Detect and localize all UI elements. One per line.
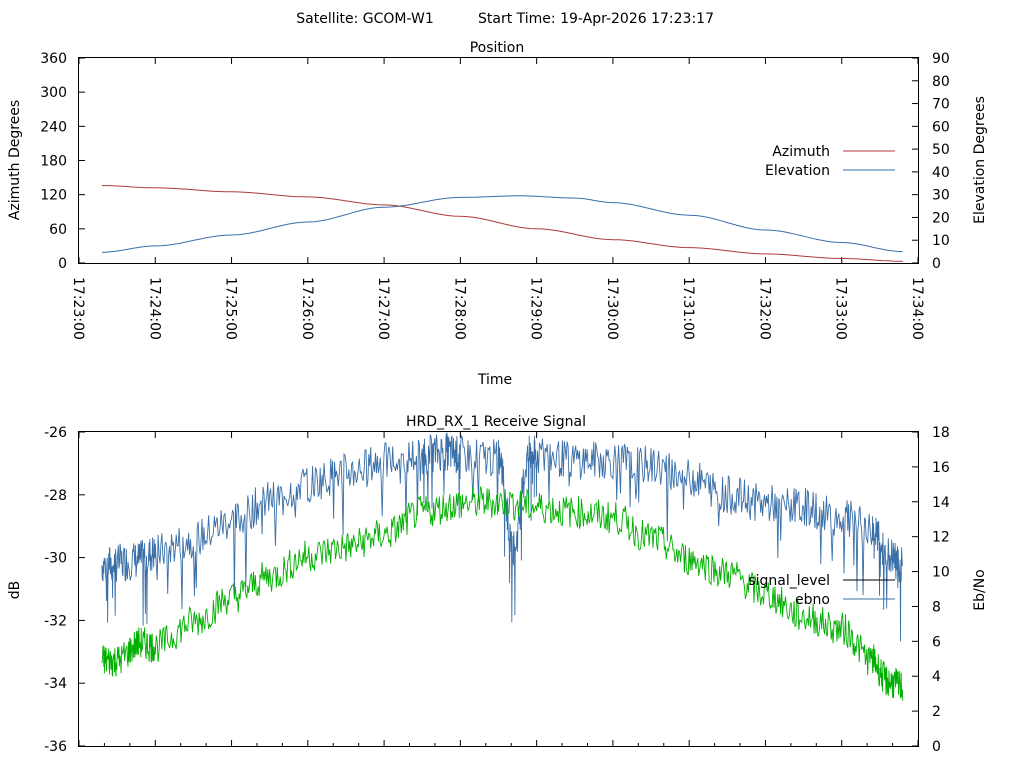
signal-x-axis xyxy=(78,432,919,746)
ebno-axis-tick-label: 6 xyxy=(932,634,941,650)
elevation-axis-tick-label: 80 xyxy=(932,74,950,90)
db-axis-tick-label: -32 xyxy=(44,613,67,629)
db-axis-tick-label: -36 xyxy=(44,739,67,755)
ebno-axis-tick-label: 18 xyxy=(932,425,950,441)
azimuth-axis-tick-label: 0 xyxy=(58,256,67,272)
legend-azimuth-label: Azimuth xyxy=(772,144,830,160)
start-time-label: Start Time: 19-Apr-2026 17:23:17 xyxy=(478,11,714,27)
elevation-axis-tick-label: 10 xyxy=(932,233,950,249)
elevation-axis-tick-label: 0 xyxy=(932,256,941,272)
time-tick-label: 17:28:00 xyxy=(451,277,467,340)
position-y2label: Elevation Degrees xyxy=(972,96,988,224)
position-xlabel: Time xyxy=(477,372,512,388)
azimuth-axis-tick-label: 180 xyxy=(40,154,67,170)
db-axis-tick-label: -28 xyxy=(44,488,67,504)
position-y2-axis: 0 10 20 30 40 50 60 70 80 90 xyxy=(912,51,950,272)
time-tick-label: 17:26:00 xyxy=(299,277,315,340)
elevation-axis-tick-label: 90 xyxy=(932,51,950,67)
ebno-axis-tick-label: 0 xyxy=(932,739,941,755)
ebno-axis-tick-label: 16 xyxy=(932,460,950,476)
satellite-label: Satellite: GCOM-W1 xyxy=(296,11,433,27)
time-tick-label: 17:33:00 xyxy=(833,277,849,340)
legend-signal-level-label: signal_level xyxy=(748,573,830,589)
time-tick-label: 17:23:00 xyxy=(70,277,86,340)
db-axis-tick-label: -30 xyxy=(44,551,67,567)
position-ylabel: Azimuth Degrees xyxy=(7,100,23,220)
time-tick-label: 17:31:00 xyxy=(680,277,696,340)
time-tick-label: 17:27:00 xyxy=(375,277,391,340)
position-plot-frame xyxy=(78,57,919,264)
signal-legend: signal_level ebno xyxy=(748,573,895,608)
legend-elevation-label: Elevation xyxy=(765,163,830,179)
signal-series xyxy=(101,432,904,701)
elevation-axis-tick-label: 70 xyxy=(932,97,950,113)
signal-plot-frame xyxy=(78,431,919,747)
ebno-axis-tick-label: 4 xyxy=(932,669,941,685)
db-axis-tick-label: -34 xyxy=(44,676,67,692)
position-x-axis: 17:23:00 17:24:00 17:25:00 17:26:00 17:27:00… xyxy=(70,58,925,340)
ebno-axis-tick-label: 2 xyxy=(932,704,941,720)
signal-title: HRD_RX_1 Receive Signal xyxy=(406,414,586,430)
azimuth-axis-tick-label: 240 xyxy=(40,119,67,135)
azimuth-line xyxy=(101,185,903,262)
elevation-axis-tick-label: 60 xyxy=(932,119,950,135)
position-chart: Position 0 60 120 180 240 300 360 0 10 20 30 40 50 6… xyxy=(7,40,988,388)
signal-ylabel: dB xyxy=(7,581,23,600)
azimuth-axis-tick-label: 300 xyxy=(40,85,67,101)
elevation-axis-tick-label: 50 xyxy=(932,142,950,158)
ebno-axis-tick-label: 14 xyxy=(932,495,950,511)
ebno-axis-tick-label: 12 xyxy=(932,530,950,546)
legend-ebno-label: ebno xyxy=(795,592,830,608)
signal-series-2-line xyxy=(101,486,904,701)
time-tick-label: 17:30:00 xyxy=(604,277,620,340)
time-tick-label: 17:25:00 xyxy=(223,277,239,340)
signal-y-axis: -36 -34 -32 -30 -28 -26 xyxy=(44,425,85,755)
azimuth-axis-tick-label: 120 xyxy=(40,188,67,204)
time-tick-label: 17:29:00 xyxy=(528,277,544,340)
position-legend: Azimuth Elevation xyxy=(765,144,895,179)
position-y-axis: 0 60 120 180 240 300 360 xyxy=(40,51,85,272)
signal-series-1-line xyxy=(101,432,903,642)
elevation-axis-tick-label: 40 xyxy=(932,165,950,181)
position-series xyxy=(101,185,903,262)
signal-y2label: Eb/No xyxy=(972,569,988,611)
ebno-axis-tick-label: 10 xyxy=(932,565,950,581)
db-axis-tick-label: -26 xyxy=(44,425,67,441)
ebno-axis-tick-label: 8 xyxy=(932,599,941,615)
azimuth-axis-tick-label: 60 xyxy=(49,222,67,238)
azimuth-axis-tick-label: 360 xyxy=(40,51,67,67)
elevation-axis-tick-label: 30 xyxy=(932,188,950,204)
position-title: Position xyxy=(470,40,525,56)
time-tick-label: 17:24:00 xyxy=(146,277,162,340)
signal-chart: HRD_RX_1 Receive Signal -36-34-32-30-28-… xyxy=(7,414,988,755)
signal-y2-axis: 0 2 4 6 8 10 12 14 16 18 xyxy=(912,425,950,755)
time-tick-label: 17:34:00 xyxy=(909,277,925,340)
elevation-axis-tick-label: 20 xyxy=(932,210,950,226)
time-tick-label: 17:32:00 xyxy=(756,277,772,340)
elevation-line xyxy=(101,195,903,253)
